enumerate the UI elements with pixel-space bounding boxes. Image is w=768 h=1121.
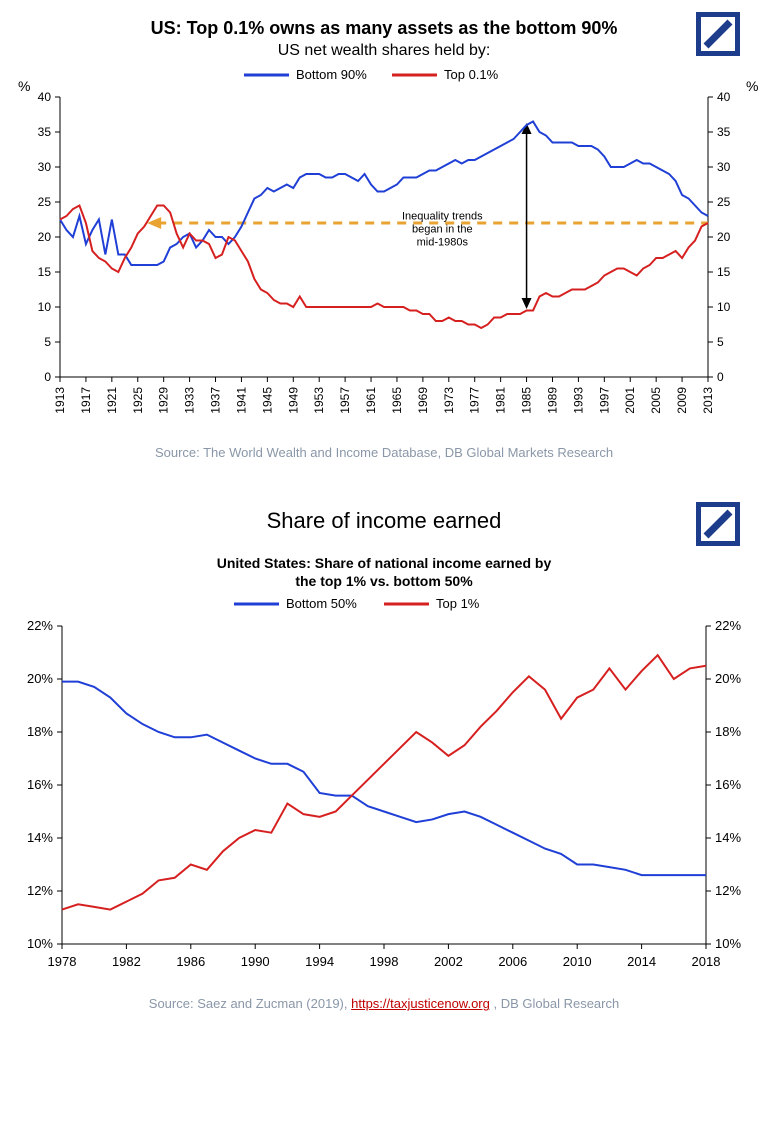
svg-text:10%: 10%: [27, 936, 53, 951]
chart2-source-link[interactable]: https://taxjusticenow.org: [351, 996, 490, 1011]
svg-text:30: 30: [38, 160, 52, 174]
svg-text:25: 25: [717, 195, 731, 209]
svg-text:1994: 1994: [305, 954, 334, 969]
svg-text:US net wealth shares held by:: US net wealth shares held by:: [278, 42, 491, 59]
svg-text:Bottom 50%: Bottom 50%: [286, 596, 357, 611]
svg-text:22%: 22%: [27, 618, 53, 633]
svg-text:1989: 1989: [545, 387, 559, 414]
svg-text:12%: 12%: [27, 883, 53, 898]
chart1-block: US: Top 0.1% owns as many assets as the …: [0, 0, 768, 460]
svg-text:1921: 1921: [105, 387, 119, 414]
svg-text:1993: 1993: [571, 387, 585, 414]
svg-text:1941: 1941: [234, 387, 248, 414]
legend-bottom90: Bottom 90%: [296, 67, 367, 82]
svg-text:1977: 1977: [468, 387, 482, 414]
svg-text:20%: 20%: [715, 671, 741, 686]
svg-text:1953: 1953: [312, 387, 326, 414]
svg-text:1986: 1986: [176, 954, 205, 969]
svg-text:Top 1%: Top 1%: [436, 596, 480, 611]
svg-text:2001: 2001: [623, 387, 637, 414]
svg-text:2013: 2013: [701, 387, 715, 414]
svg-text:2002: 2002: [434, 954, 463, 969]
svg-text:2018: 2018: [692, 954, 721, 969]
svg-text:1933: 1933: [183, 387, 197, 414]
svg-text:2006: 2006: [498, 954, 527, 969]
series-top1: [62, 656, 706, 910]
chart1-title: US: Top 0.1% owns as many assets as the …: [0, 0, 768, 39]
svg-text:22%: 22%: [715, 618, 741, 633]
svg-text:1929: 1929: [157, 387, 171, 414]
svg-text:18%: 18%: [27, 724, 53, 739]
svg-text:1973: 1973: [442, 387, 456, 414]
svg-text:2014: 2014: [627, 954, 656, 969]
svg-text:Inequality trends: Inequality trends: [402, 211, 483, 223]
svg-text:14%: 14%: [715, 830, 741, 845]
svg-text:began in the: began in the: [412, 224, 473, 236]
db-logo: [696, 12, 740, 56]
svg-text:1913: 1913: [53, 387, 67, 414]
chart1-svg: US net wealth shares held by: Bottom 90% T…: [0, 39, 768, 439]
svg-text:1985: 1985: [520, 387, 534, 414]
svg-text:1997: 1997: [597, 387, 611, 414]
svg-text:18%: 18%: [715, 724, 741, 739]
svg-text:16%: 16%: [27, 777, 53, 792]
svg-text:1990: 1990: [241, 954, 270, 969]
db-logo: [696, 502, 740, 546]
series-bottom90: [60, 122, 708, 266]
svg-text:30: 30: [717, 160, 731, 174]
svg-text:10%: 10%: [715, 936, 741, 951]
chart2-title: Share of income earned: [0, 500, 768, 534]
svg-text:2010: 2010: [563, 954, 592, 969]
svg-text:%: %: [746, 78, 758, 94]
svg-text:12%: 12%: [715, 883, 741, 898]
svg-text:mid-1980s: mid-1980s: [417, 237, 469, 249]
svg-text:1982: 1982: [112, 954, 141, 969]
svg-text:0: 0: [717, 370, 724, 384]
svg-text:10: 10: [717, 300, 731, 314]
chart2-block: Share of income earned United States: Sh…: [0, 500, 768, 1011]
svg-text:10: 10: [38, 300, 52, 314]
svg-text:25: 25: [38, 195, 52, 209]
svg-text:0: 0: [44, 370, 51, 384]
svg-text:1998: 1998: [370, 954, 399, 969]
svg-text:1957: 1957: [338, 387, 352, 414]
svg-text:1965: 1965: [390, 387, 404, 414]
svg-text:16%: 16%: [715, 777, 741, 792]
svg-text:20: 20: [38, 230, 52, 244]
chart1-source: Source: The World Wealth and Income Data…: [0, 445, 768, 460]
svg-text:35: 35: [38, 125, 52, 139]
svg-text:1961: 1961: [364, 387, 378, 414]
svg-text:20%: 20%: [27, 671, 53, 686]
svg-text:1969: 1969: [416, 387, 430, 414]
svg-text:1945: 1945: [260, 387, 274, 414]
svg-text:2009: 2009: [675, 387, 689, 414]
svg-text:2005: 2005: [649, 387, 663, 414]
svg-text:1981: 1981: [494, 387, 508, 414]
svg-text:1978: 1978: [48, 954, 77, 969]
svg-text:1937: 1937: [209, 387, 223, 414]
svg-text:14%: 14%: [27, 830, 53, 845]
svg-text:20: 20: [717, 230, 731, 244]
svg-text:40: 40: [38, 90, 52, 104]
chart2-svg: Bottom 50% Top 1% 10% 10% 12% 12% 14% 14% 16% 16%…: [0, 590, 768, 990]
svg-text:1925: 1925: [131, 387, 145, 414]
svg-text:%: %: [18, 78, 30, 94]
svg-text:1949: 1949: [286, 387, 300, 414]
chart2-source-prefix: Source: Saez and Zucman (2019),: [149, 996, 351, 1011]
chart2-subtitle: United States: Share of national income …: [0, 554, 768, 590]
svg-text:40: 40: [717, 90, 731, 104]
series-bottom50: [62, 682, 706, 875]
svg-text:35: 35: [717, 125, 731, 139]
svg-text:1917: 1917: [79, 387, 93, 414]
svg-text:15: 15: [717, 265, 731, 279]
svg-text:5: 5: [44, 335, 51, 349]
legend-top01: Top 0.1%: [444, 67, 499, 82]
svg-text:15: 15: [38, 265, 52, 279]
svg-text:5: 5: [717, 335, 724, 349]
chart2-source-suffix: , DB Global Research: [490, 996, 619, 1011]
